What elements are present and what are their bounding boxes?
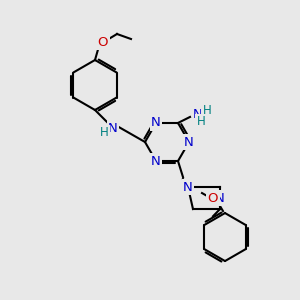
Text: N: N (193, 108, 203, 122)
Text: H: H (202, 104, 211, 117)
Text: N: N (183, 181, 193, 194)
Text: N: N (108, 122, 118, 134)
Text: O: O (208, 192, 218, 205)
Text: H: H (196, 116, 206, 128)
Text: N: N (184, 136, 194, 148)
Text: N: N (151, 154, 161, 168)
Text: O: O (98, 35, 108, 49)
Text: N: N (151, 116, 161, 129)
Text: H: H (100, 127, 108, 140)
Text: N: N (215, 192, 225, 205)
